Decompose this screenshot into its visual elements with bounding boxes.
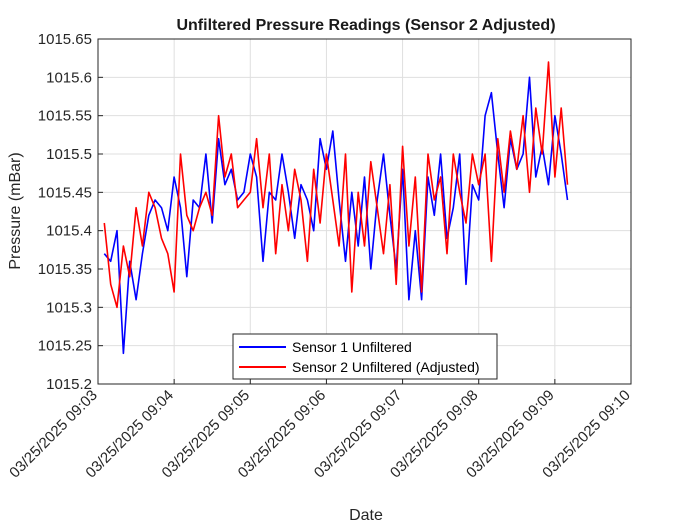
- y-axis-label: Pressure (mBar): [7, 152, 24, 269]
- y-tick-label: 1015.45: [38, 184, 92, 201]
- plot-area: [97, 38, 632, 385]
- chart-title: Unfiltered Pressure Readings (Sensor 2 A…: [176, 17, 555, 34]
- y-tick-labels: 1015.2 1015.25 1015.3 1015.35 1015.4 1015.45 1…: [38, 31, 92, 393]
- y-tick-label: 1015.2: [46, 376, 92, 393]
- legend-label-sensor-1: Sensor 1 Unfiltered: [292, 339, 412, 355]
- y-tick-label: 1015.3: [46, 299, 92, 316]
- y-tick-label: 1015.5: [46, 146, 92, 163]
- y-tick-label: 1015.6: [46, 69, 92, 86]
- y-tick-label: 1015.25: [38, 338, 92, 355]
- series-line-sensor-2: [103, 61, 569, 309]
- axes-box: [97, 38, 632, 385]
- y-tick-label: 1015.65: [38, 31, 92, 48]
- x-axis-label: Date: [349, 507, 383, 524]
- y-tick-label: 1015.55: [38, 108, 92, 125]
- y-tick-label: 1015.35: [38, 261, 92, 278]
- series-line-sensor-1: [103, 76, 569, 355]
- axis-ticks: [97, 38, 632, 385]
- legend: Sensor 1 Unfiltered Sensor 2 Unfiltered …: [232, 333, 498, 380]
- series-lines: [103, 61, 569, 355]
- y-tick-label: 1015.4: [46, 223, 92, 240]
- legend-box: [232, 333, 498, 380]
- legend-label-sensor-2: Sensor 2 Unfiltered (Adjusted): [292, 359, 480, 375]
